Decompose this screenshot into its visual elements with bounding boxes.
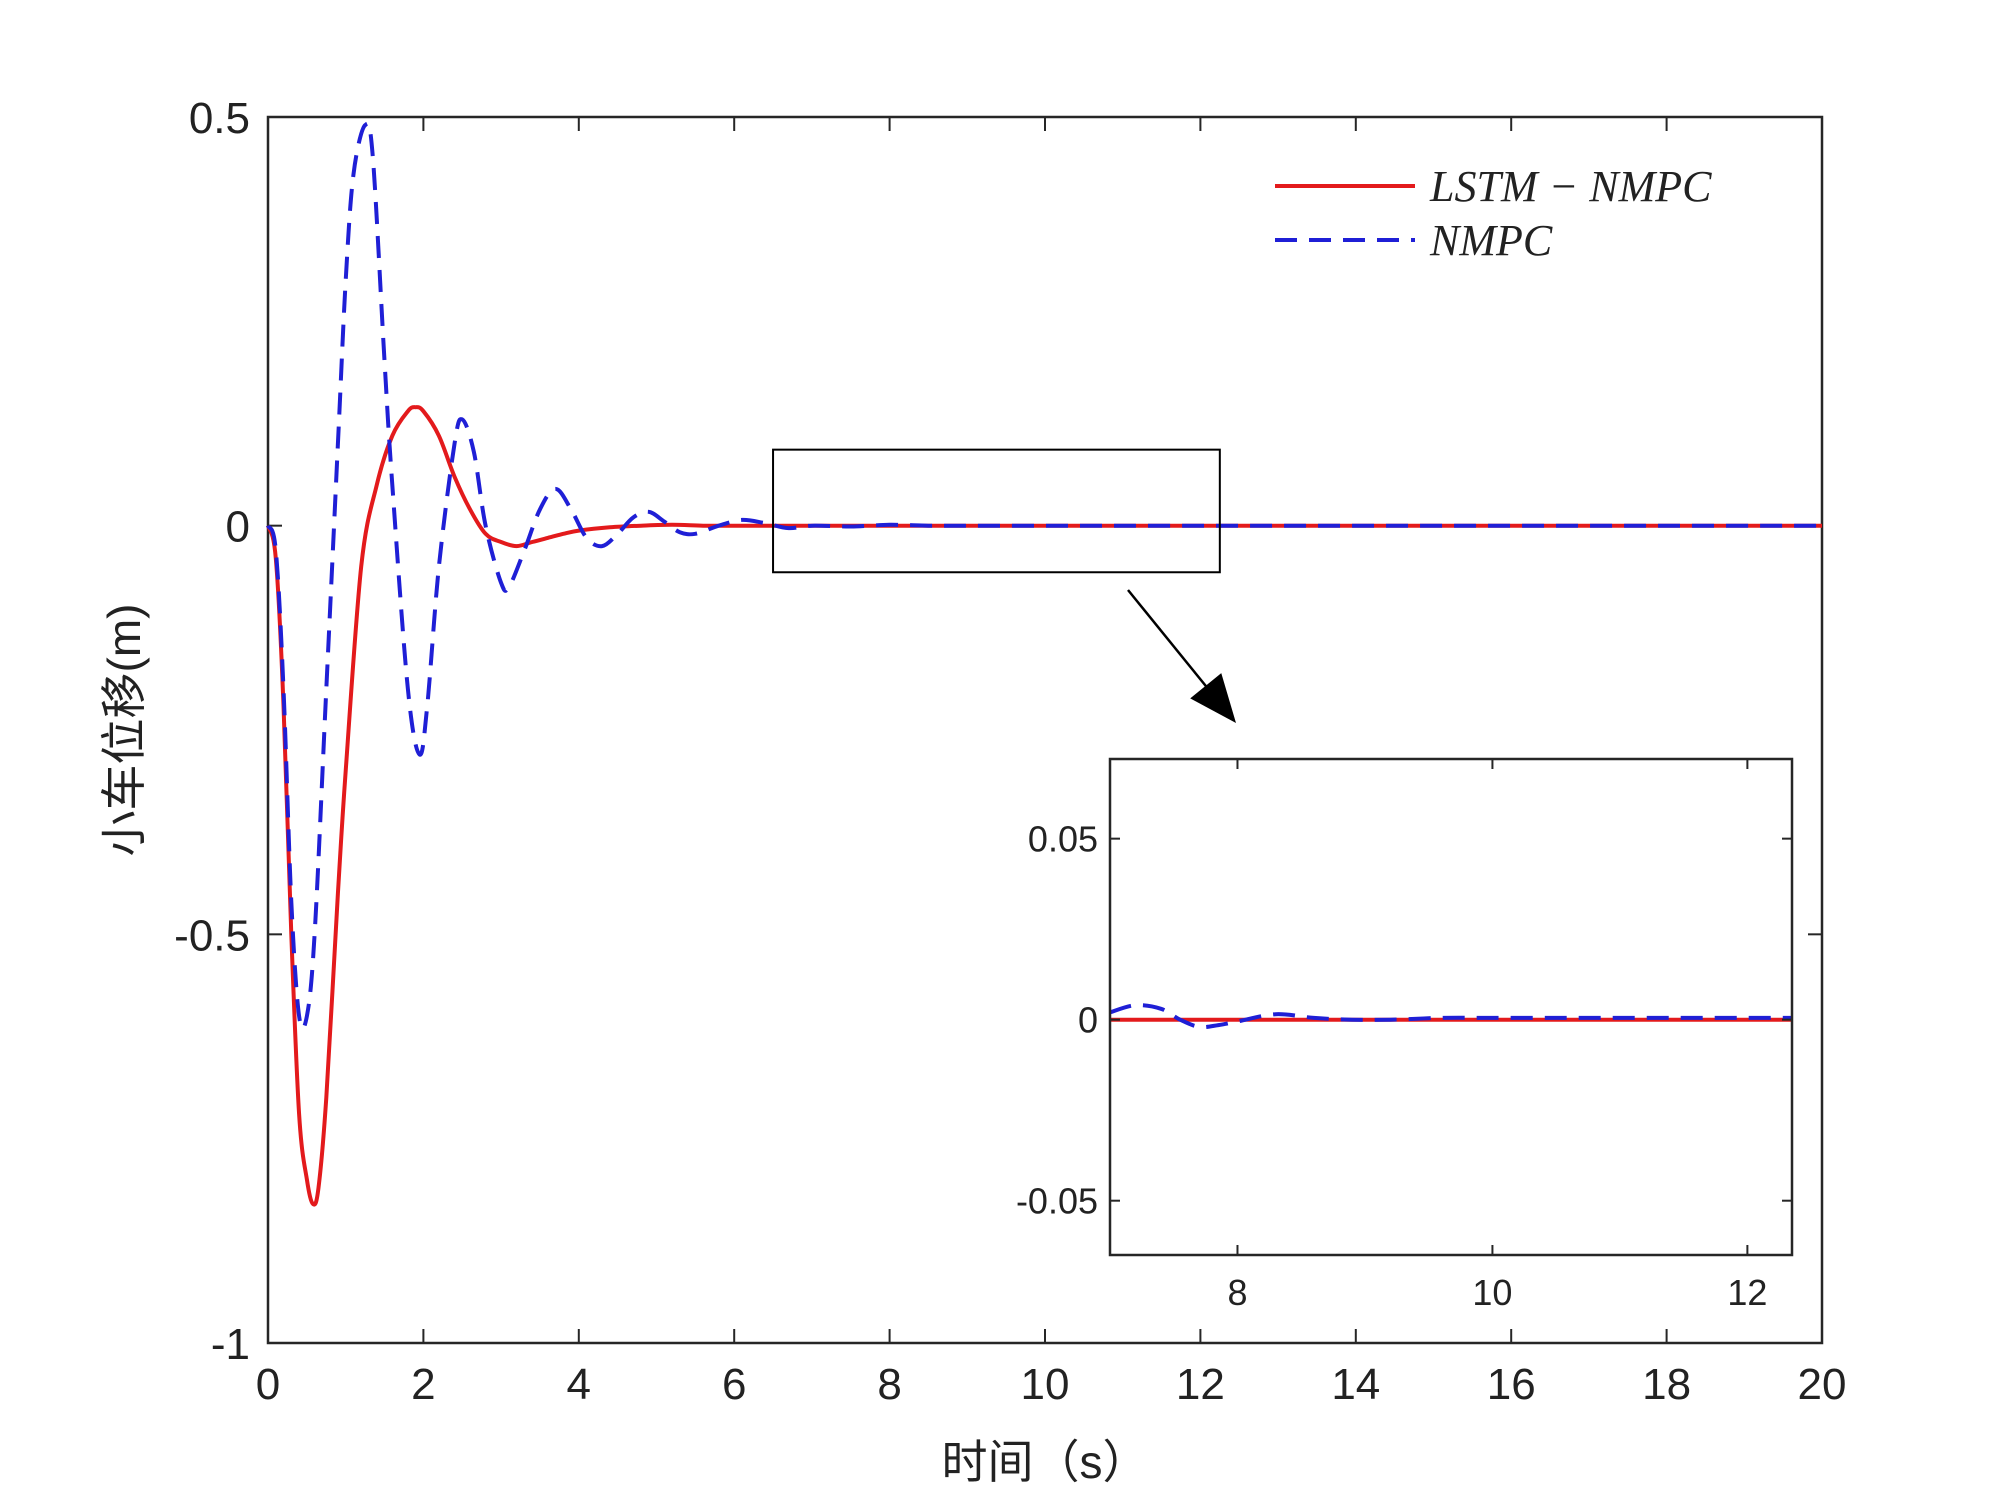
inset-nmpc-line [1109,1003,1792,1030]
legend: LSTM − NMPC NMPC [1275,162,1712,265]
zoom-region-box [772,448,1221,574]
nmpc-line [266,121,1822,1031]
y-tick-label: -0.5 [174,911,250,960]
inset-y-tick-label: 0 [1078,1000,1098,1041]
x-tick-label: 10 [1021,1360,1070,1409]
inset-x-tick-label: 8 [1227,1272,1247,1313]
x-tick-label: 6 [722,1360,746,1409]
x-tick-label: 16 [1487,1360,1536,1409]
inset-y-tick-label: -0.05 [1016,1181,1098,1222]
x-tick-label: 2 [411,1360,435,1409]
inset-background [1110,759,1792,1255]
y-axis-label: 小车位移(m) [98,604,150,857]
y-tick-label: 0.5 [189,94,250,143]
zoom-arrow-head [1190,673,1236,723]
x-tick-label: 14 [1331,1360,1380,1409]
inset-ticks: 8 10 12 -0.05 0 0.05 [1016,759,1792,1313]
inset-plot-frame [1108,757,1794,1257]
zoom-arrow-line [1127,589,1219,702]
legend-label-nmpc: NMPC [1429,216,1553,265]
x-tick-label: 8 [877,1360,901,1409]
x-tick-label: 12 [1176,1360,1225,1409]
x-tick-label: 4 [567,1360,591,1409]
inset-axes: 8 10 12 -0.05 0 0.05 [1016,757,1794,1313]
lstm-nmpc-line [266,405,1822,1207]
main-axes: 0 2 4 6 8 10 12 14 16 18 20 -1 -0.5 0 0.5 [174,94,1846,1409]
main-ticks: 0 2 4 6 8 10 12 14 16 18 20 -1 -0.5 0 0.5 [174,94,1846,1409]
inset-series [1109,1003,1792,1030]
inset-x-tick-label: 12 [1727,1272,1767,1313]
inset-x-tick-label: 10 [1472,1272,1512,1313]
inset-y-tick-label: 0.05 [1028,819,1098,860]
y-tick-label: -1 [211,1320,250,1369]
x-tick-label: 0 [256,1360,280,1409]
zoom-arrow [1127,589,1236,723]
y-tick-label: 0 [226,503,250,552]
x-axis-label: 时间（s） [942,1436,1149,1488]
x-tick-label: 20 [1798,1360,1847,1409]
legend-label-lstm-nmpc: LSTM − NMPC [1429,162,1712,211]
x-tick-label: 18 [1642,1360,1691,1409]
main-series [266,121,1822,1207]
